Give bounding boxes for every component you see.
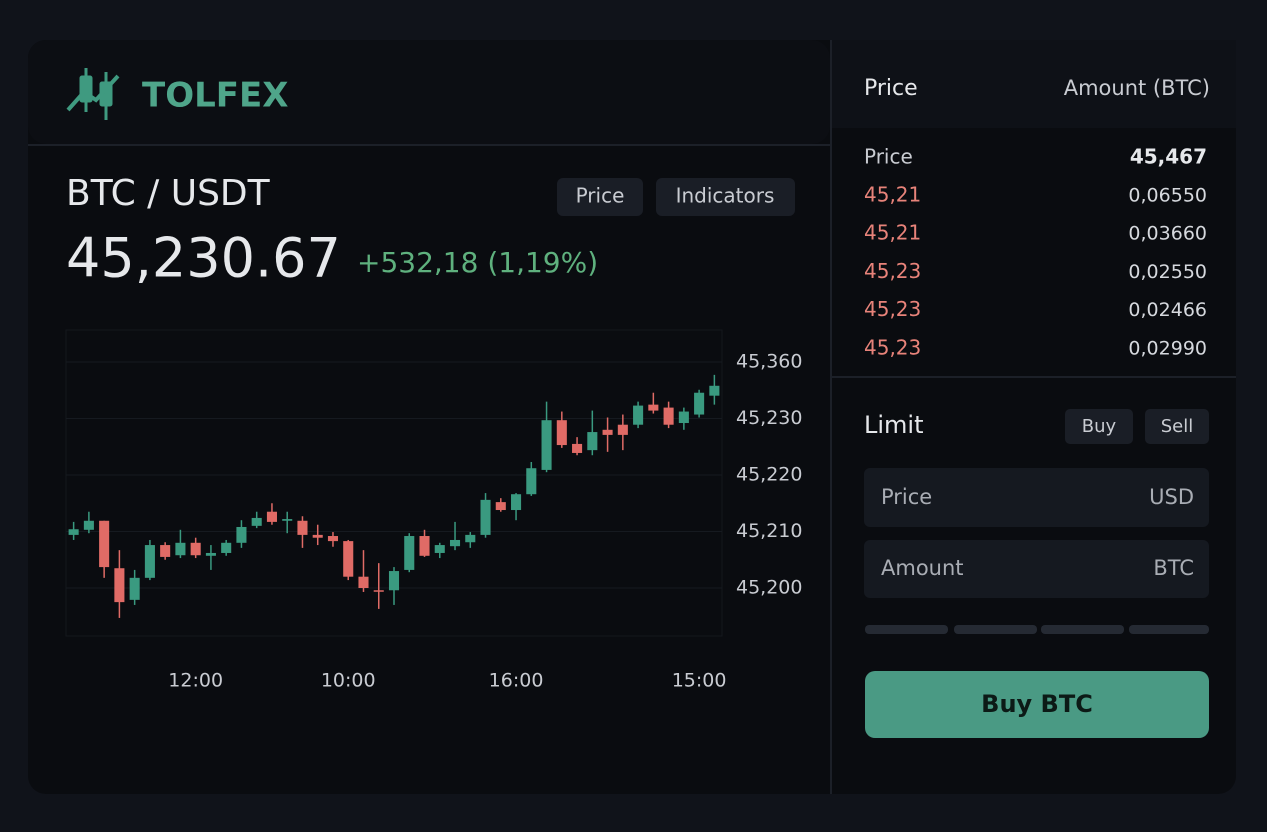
tab-button[interactable] [557,178,643,216]
bid-price: 45,23 [864,297,921,321]
bid-price: 45,23 [864,259,921,283]
brand: TOLFEX [142,76,288,116]
field-unit: BTC [1153,556,1194,580]
candle-body [221,542,232,553]
bid-price: 45,21 [864,221,921,245]
candle-body [602,429,613,435]
candle-body [251,517,262,526]
side-label[interactable]: Buy [1082,416,1117,437]
candle-body [99,520,110,568]
y-tick-label: 45,220 [736,464,802,486]
candle-body [83,520,94,530]
candle-body [190,542,201,556]
field-unit: USD [1149,485,1194,509]
candle-body [282,519,293,521]
last-price: 45,230.67 [66,227,341,290]
candle-body [160,545,171,557]
price-change: +532,18 (1,19%) [357,246,598,279]
x-tick-label: 12:00 [168,670,223,692]
candle-body [434,545,445,553]
input-field[interactable] [864,540,1209,598]
submit-label[interactable]: Buy BTC [981,690,1093,718]
amount-slider[interactable] [865,625,1209,634]
tab-button[interactable] [656,178,795,216]
candle-body [327,536,339,542]
candle-body [68,529,79,535]
form-title: Limit [864,411,924,439]
card [28,40,1236,794]
bid-amount: 0,02990 [1128,337,1207,359]
candle-body [404,536,415,570]
side-label[interactable]: Sell [1161,416,1194,437]
bid-amount: 0,02466 [1128,299,1207,321]
y-tick-label: 45,200 [736,577,802,599]
field-label: Amount [881,556,964,580]
candle-body [480,499,491,535]
pair: BTC / USDT [66,173,271,214]
x-tick-label: 15:00 [672,670,727,692]
logo-icon [66,68,120,120]
x-tick-label: 16:00 [489,670,544,692]
candle-body [678,411,689,424]
candle-body [449,539,461,547]
summary-label: Price [864,145,913,169]
candle-body [526,468,537,495]
candle-body [297,520,308,535]
candle-body [388,571,400,591]
candle-body [114,568,125,603]
candle-body [236,526,247,543]
bid-amount: 0,03660 [1128,223,1207,245]
header-panel [28,40,830,144]
candle-body [495,502,506,511]
candle-body [343,541,354,577]
candle-body [465,534,476,543]
candle-body [617,424,628,435]
y-tick-label: 45,210 [736,520,802,542]
candle-body [587,432,598,451]
candle-body [175,542,186,556]
candle-body [144,545,155,578]
candle-body [511,494,522,511]
plot-area [65,329,723,637]
candle-body [373,590,384,592]
candle-body [694,392,705,415]
column-header: Price [864,76,918,101]
order-book-header [832,40,1236,128]
column-header: Amount (BTC) [1064,76,1210,100]
candle-body [205,552,216,556]
submit-button[interactable] [865,671,1209,738]
y-tick-label: 45,360 [736,351,802,373]
candle-body [358,576,369,588]
candle-body [541,420,552,470]
candle-body [663,407,674,425]
candle-body [419,536,430,556]
candle-body [129,577,140,600]
bid-price: 45,23 [864,335,921,359]
side-button[interactable] [1065,409,1133,444]
candle-body [709,385,720,396]
bid-price: 45,21 [864,183,921,207]
tab-label[interactable]: Price [576,184,625,208]
summary-value: 45,467 [1130,145,1207,169]
input-field[interactable] [864,468,1209,527]
x-tick-label: 10:00 [321,670,376,692]
side-button[interactable] [1145,409,1209,444]
bid-amount: 0,06550 [1128,185,1207,207]
tab-label[interactable]: Indicators [676,184,775,208]
candle-body [648,404,659,411]
y-tick-label: 45,230 [736,407,802,429]
candle-body [556,420,567,446]
field-label: Price [881,485,932,509]
candle-body [312,534,323,538]
candle-body [266,511,277,522]
candle-body [633,405,644,425]
candle-body [572,443,583,453]
bid-amount: 0,02550 [1128,261,1207,283]
